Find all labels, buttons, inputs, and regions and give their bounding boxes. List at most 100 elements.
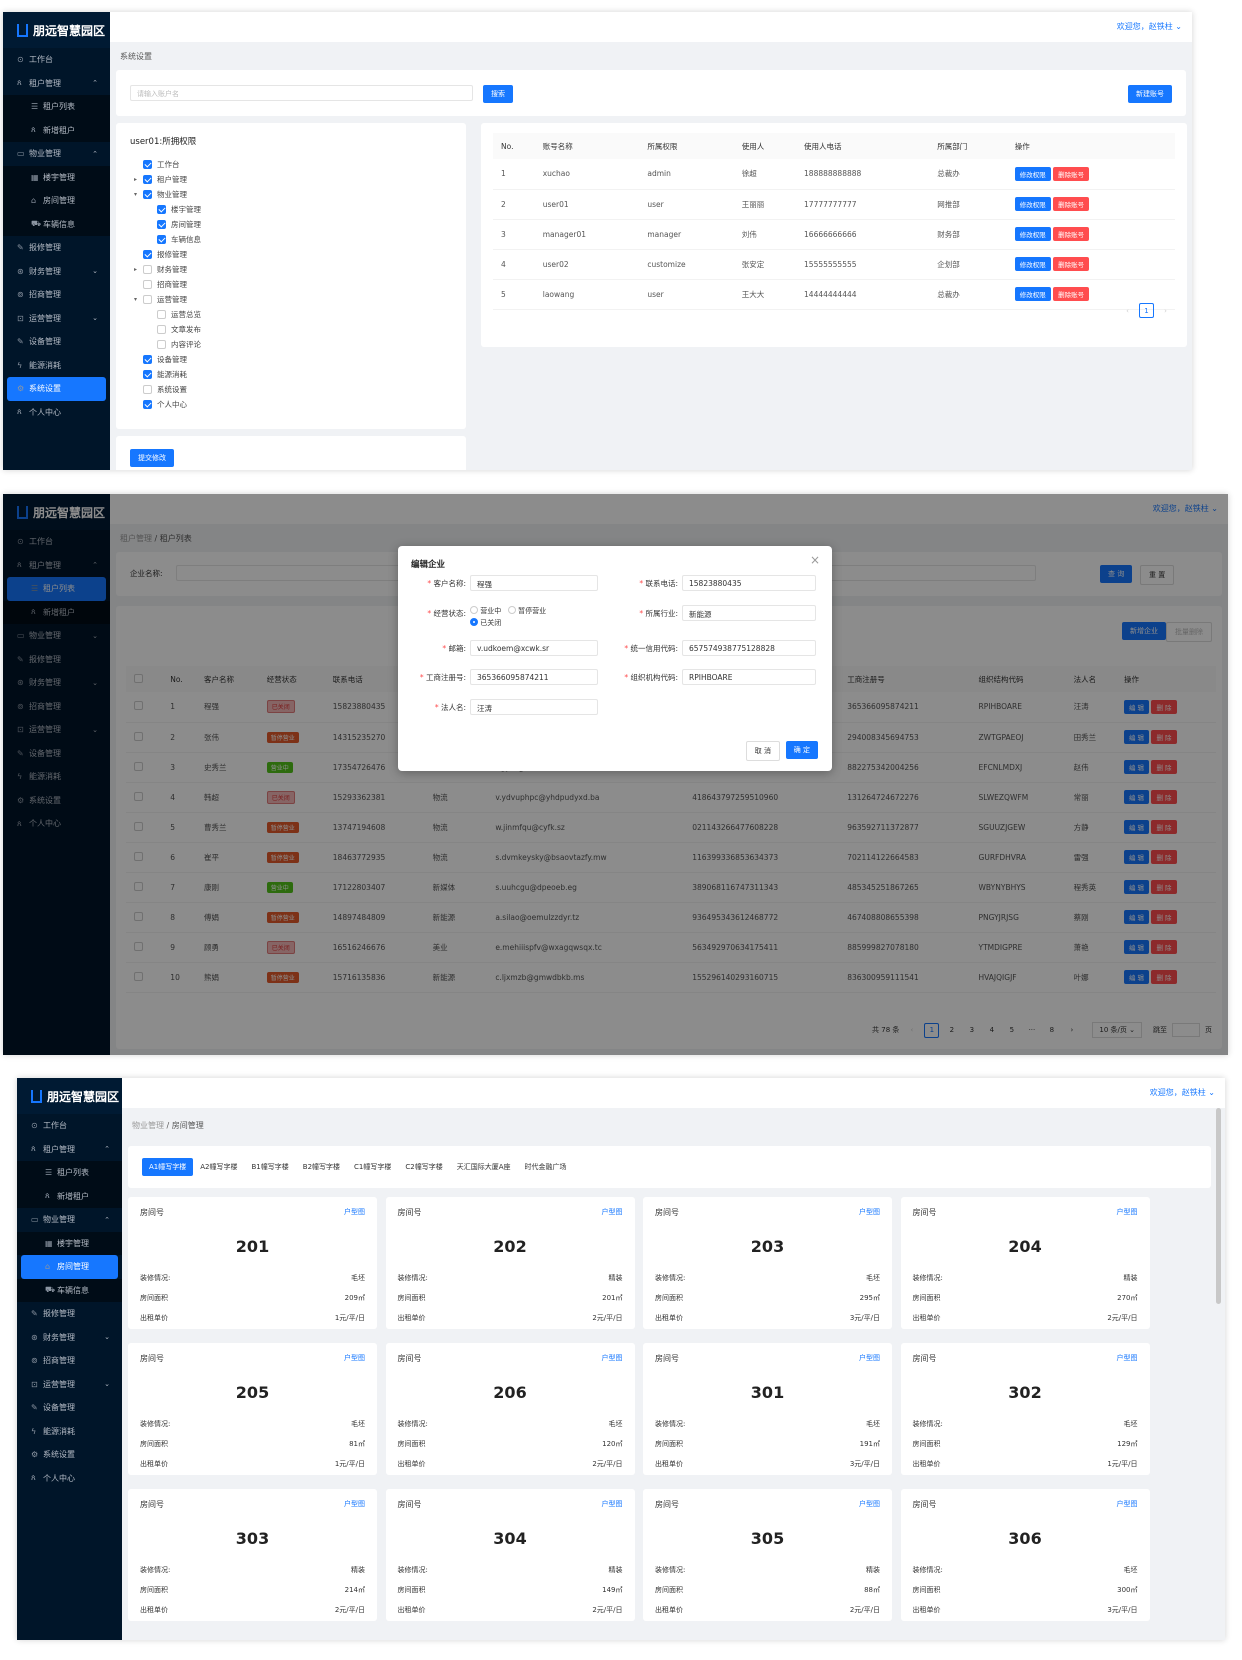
close-icon[interactable]: × [809,553,820,567]
checkbox[interactable] [134,701,143,711]
sidebar-item-4[interactable]: ▭ 物业管理 ⌃ [3,142,110,166]
user-welcome[interactable]: 欢迎您，赵铁柱 ⌄ [110,494,1228,524]
sidebar-item-7[interactable]: ⊚ 招商管理 [3,695,110,719]
next-page-icon[interactable]: › [1070,1026,1074,1034]
checkbox[interactable] [134,761,143,771]
row-checkbox[interactable] [126,962,163,993]
checkbox[interactable] [143,355,152,364]
edit-permission-button[interactable]: 修改权限 [1014,287,1051,301]
sidebar-item-11[interactable]: ⚙ 系统设置 [3,789,110,813]
delete-button[interactable]: 删 除 [1151,760,1177,774]
page-item[interactable]: 8 [1049,1026,1055,1034]
reset-button[interactable]: 重 置 [1140,565,1175,585]
edit-button[interactable]: 编 辑 [1123,940,1150,954]
registration-no-field[interactable]: 365366095874211 [470,669,598,685]
checkbox[interactable] [134,821,143,831]
delete-button[interactable]: 删 除 [1151,820,1177,834]
checkbox[interactable] [143,265,152,274]
row-checkbox[interactable] [126,722,163,753]
checkbox[interactable] [134,941,143,951]
sidebar-item-15[interactable]: ጰ 个人中心 [3,401,110,425]
sidebar-item-0[interactable]: ⊙ 工作台 [17,1114,122,1138]
sidebar-item-6[interactable]: ⊛ 财务管理 ⌄ [3,671,110,695]
room-card[interactable]: 房间号 户型图 205 装修情况: 毛坯 房间面积 81㎡ 出租单价 1元/平/日 [128,1343,377,1475]
floor-plan-link[interactable]: 户型图 [859,1500,880,1508]
floor-plan-link[interactable]: 户型图 [1116,1500,1138,1508]
expand-icon[interactable]: ▸ [134,266,138,273]
sidebar-item-0[interactable]: ⊙ 工作台 [3,48,110,72]
page-1[interactable]: 1 [1139,303,1154,318]
sidebar-item-6[interactable]: ⌂ 房间管理 [21,1255,118,1279]
prev-page-icon[interactable]: ‹ [1126,306,1129,315]
jump-input[interactable] [1172,1023,1200,1037]
tab-building[interactable]: A2幢写字楼 [200,1163,238,1171]
tab-building[interactable]: C1幢写字楼 [354,1163,392,1171]
sidebar-item-14[interactable]: ⚙ 系统设置 [7,377,106,401]
sidebar-item-5[interactable]: ▦ 楼宇管理 [3,165,110,189]
room-card[interactable]: 房间号 户型图 201 装修情况: 毛坯 房间面积 209㎡ 出租单价 1元/平/日 [128,1197,377,1329]
sidebar-item-1[interactable]: ጰ 租户管理 ⌃ [3,554,110,578]
room-card[interactable]: 房间号 户型图 202 装修情况: 精装 房间面积 201㎡ 出租单价 2元/平/日 [385,1197,635,1329]
industry-select[interactable]: 新能源 [682,605,816,621]
floor-plan-link[interactable]: 户型图 [601,1500,623,1508]
sidebar-item-6[interactable]: ⌂ 房间管理 [3,189,110,213]
row-checkbox[interactable] [126,902,163,933]
legal-person-field[interactable]: 汪涛 [470,699,598,715]
user-welcome[interactable]: 欢迎您，赵铁柱 ⌄ [122,1078,1225,1108]
floor-plan-link[interactable]: 户型图 [859,1354,880,1362]
checkbox[interactable] [143,160,152,169]
sidebar-item-10[interactable]: ⊚ 招商管理 [17,1349,122,1373]
customer-name-field[interactable]: 程强 [470,575,598,591]
sidebar-item-9[interactable]: ⊛ 财务管理 ⌄ [3,260,110,284]
sidebar-item-4[interactable]: ▭ 物业管理 ⌃ [17,1208,122,1232]
delete-button[interactable]: 删 除 [1151,730,1177,744]
room-card[interactable]: 房间号 户型图 203 装修情况: 毛坯 房间面积 295㎡ 出租单价 3元/平/日 [643,1197,892,1329]
page-item[interactable]: 1 [924,1022,940,1038]
delete-button[interactable]: 删 除 [1151,970,1177,984]
edit-permission-button[interactable]: 修改权限 [1014,227,1051,241]
delete-button[interactable]: 删 除 [1151,940,1177,954]
sidebar-item-7[interactable]: ⛟ 车辆信息 [17,1278,122,1302]
room-card[interactable]: 房间号 户型图 206 装修情况: 毛坯 房间面积 120㎡ 出租单价 2元/平/日 [385,1343,635,1475]
tree-node[interactable]: 文章发布 [134,322,201,337]
scrollbar[interactable] [1216,1108,1221,1304]
edit-button[interactable]: 编 辑 [1123,760,1150,774]
tree-node[interactable]: ▸ 租户管理 [134,172,201,187]
sidebar-item-11[interactable]: ⊡ 运营管理 ⌄ [3,307,110,331]
room-card[interactable]: 房间号 户型图 301 装修情况: 毛坯 房间面积 191㎡ 出租单价 3元/平/日 [643,1343,892,1475]
tree-node[interactable]: 报修管理 [134,247,201,262]
floor-plan-link[interactable]: 户型图 [344,1208,365,1216]
query-button[interactable]: 查 询 [1100,565,1133,583]
delete-account-button[interactable]: 删除账号 [1053,227,1090,241]
sidebar-item-10[interactable]: ϟ 能源消耗 [3,765,110,789]
delete-button[interactable]: 删 除 [1151,910,1177,924]
checkbox[interactable] [143,250,152,259]
row-checkbox[interactable] [126,692,163,723]
checkbox[interactable] [157,235,166,244]
checkbox[interactable] [143,280,152,289]
edit-permission-button[interactable]: 修改权限 [1014,257,1051,271]
tree-node[interactable]: 车辆信息 [134,232,201,247]
edit-button[interactable]: 编 辑 [1123,880,1150,894]
sidebar-item-7[interactable]: ⛟ 车辆信息 [3,212,110,236]
radio-operating[interactable]: 营业中 [470,606,501,615]
sidebar-item-3[interactable]: ጰ 新增租户 [17,1184,122,1208]
page-item[interactable]: ··· [1028,1026,1036,1034]
page-item[interactable]: 5 [1009,1026,1015,1034]
sidebar-item-12[interactable]: ✎ 设备管理 [3,330,110,354]
user-welcome[interactable]: 欢迎您，赵铁柱 ⌄ [110,12,1192,42]
edit-button[interactable]: 编 辑 [1123,820,1150,834]
sidebar-item-4[interactable]: ▭ 物业管理 ⌄ [3,624,110,648]
new-account-button[interactable]: 新建账号 [1128,85,1172,103]
tree-node[interactable]: 系统设置 [134,382,201,397]
floor-plan-link[interactable]: 户型图 [344,1500,365,1508]
next-page-icon[interactable]: › [1164,306,1167,315]
tab-building[interactable]: 时代金融广场 [524,1163,567,1171]
delete-button[interactable]: 删 除 [1151,880,1177,894]
expand-icon[interactable]: ▸ [134,176,138,183]
checkbox[interactable] [157,340,166,349]
tab-building[interactable]: C2幢写字楼 [405,1163,443,1171]
checkbox[interactable] [143,190,152,199]
tree-node[interactable]: 运营总览 [134,307,201,322]
room-card[interactable]: 房间号 户型图 306 装修情况: 毛坯 房间面积 300㎡ 出租单价 3元/平/日 [900,1489,1150,1621]
